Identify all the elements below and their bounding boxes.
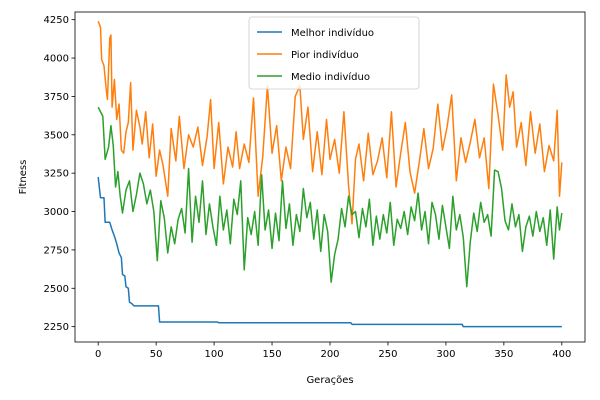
y-tick-label: 3750 (44, 92, 69, 103)
series-line-1 (97, 20, 563, 225)
legend-label-0: Melhor indivíduo (291, 27, 374, 39)
y-tick-label: 4000 (44, 54, 69, 65)
x-tick-label: 150 (262, 349, 281, 360)
y-axis-ticks: 2250 2500 2750 3000 3250 3500 3750 4000 4250 (44, 15, 75, 333)
x-tick-label: 400 (552, 349, 571, 360)
x-tick-label: 50 (150, 349, 163, 360)
legend-label-1: Pior indivíduo (291, 49, 359, 61)
y-tick-label: 2250 (44, 322, 69, 333)
y-tick-label: 3500 (44, 130, 69, 141)
y-tick-label: 2750 (44, 245, 69, 256)
y-axis-label: Fitness (18, 160, 29, 195)
x-axis-ticks: 0 50 100 150 200 250 300 350 400 (95, 342, 571, 360)
y-tick-label: 3250 (44, 169, 69, 180)
plot-lines (97, 20, 563, 328)
series-line-0 (97, 176, 562, 328)
legend-label-2: Medio indivíduo (291, 71, 370, 83)
x-axis-label: Gerações (306, 375, 353, 386)
x-tick-label: 300 (436, 349, 455, 360)
legend: Melhor indivíduo Pior indivíduo Medio indi… (248, 16, 420, 90)
x-tick-label: 250 (378, 349, 397, 360)
series-line-2 (97, 106, 563, 288)
y-tick-label: 2500 (44, 284, 69, 295)
x-tick-label: 0 (95, 349, 101, 360)
x-tick-label: 350 (494, 349, 513, 360)
x-tick-label: 100 (205, 349, 224, 360)
x-tick-label: 200 (320, 349, 339, 360)
y-tick-label: 3000 (44, 207, 69, 218)
y-tick-label: 4250 (44, 15, 69, 26)
legend-box (248, 16, 420, 90)
